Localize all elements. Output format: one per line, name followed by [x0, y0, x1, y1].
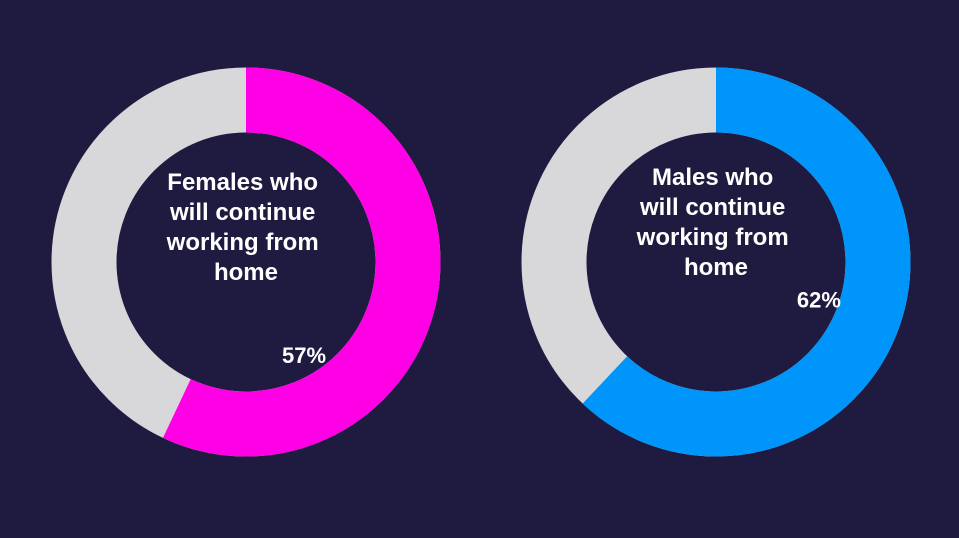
donut-segment-males: [521, 67, 910, 457]
center-label-line: home: [214, 259, 278, 286]
donut-chart-males: Males who will continue working from hom…: [521, 67, 910, 457]
center-label-line: Males who: [651, 164, 772, 191]
center-label-line: working from: [635, 224, 788, 251]
donut-chart-females: Females who will continue working from h…: [51, 67, 441, 457]
center-label-line: will continue: [169, 199, 315, 226]
center-label-line: Females who: [167, 169, 318, 196]
center-label: Males who will continue working from hom…: [635, 164, 795, 281]
value-label-males: 62%: [796, 287, 840, 312]
center-label-line: will continue: [638, 194, 784, 221]
center-label-line: working from: [166, 229, 319, 256]
donut-segment-females: [51, 67, 441, 457]
center-label: Females who will continue working from h…: [166, 169, 326, 286]
value-label-females: 57%: [282, 343, 326, 368]
center-label-line: home: [683, 254, 747, 281]
